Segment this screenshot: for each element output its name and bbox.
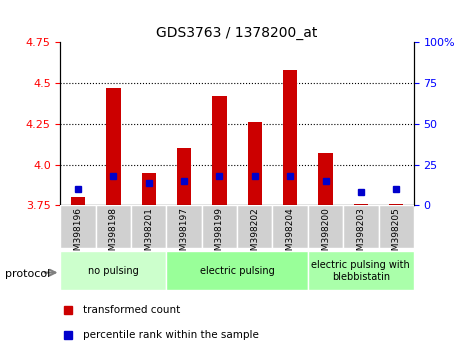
Bar (106, 88, 120, 205)
Text: percentile rank within the sample: percentile rank within the sample (83, 330, 259, 339)
FancyBboxPatch shape (202, 205, 237, 248)
Text: GSM398202: GSM398202 (250, 207, 259, 262)
Bar (319, 153, 332, 205)
Text: GSM398201: GSM398201 (144, 207, 153, 262)
FancyBboxPatch shape (272, 205, 308, 248)
Text: GSM398205: GSM398205 (392, 207, 401, 262)
Bar (389, 204, 403, 205)
FancyBboxPatch shape (131, 205, 166, 248)
Text: GSM398199: GSM398199 (215, 207, 224, 262)
FancyBboxPatch shape (96, 205, 131, 248)
Text: GSM398196: GSM398196 (73, 207, 83, 262)
Text: GSM398203: GSM398203 (356, 207, 365, 262)
FancyBboxPatch shape (60, 251, 166, 290)
Text: electric pulsing with
blebbistatin: electric pulsing with blebbistatin (312, 260, 410, 282)
Title: GDS3763 / 1378200_at: GDS3763 / 1378200_at (156, 26, 318, 40)
Text: transformed count: transformed count (83, 305, 180, 315)
Bar (354, 204, 368, 205)
FancyBboxPatch shape (237, 205, 272, 248)
Text: GSM398200: GSM398200 (321, 207, 330, 262)
Bar (71, 197, 85, 205)
Text: electric pulsing: electric pulsing (200, 266, 274, 276)
FancyBboxPatch shape (60, 205, 96, 248)
FancyBboxPatch shape (379, 205, 414, 248)
FancyBboxPatch shape (166, 205, 202, 248)
Bar (177, 148, 191, 205)
Bar (248, 122, 262, 205)
FancyBboxPatch shape (343, 205, 379, 248)
Bar (283, 70, 297, 205)
Text: GSM398204: GSM398204 (286, 207, 295, 262)
Text: GSM398197: GSM398197 (179, 207, 189, 262)
Bar (213, 96, 226, 205)
FancyBboxPatch shape (166, 251, 308, 290)
Bar (142, 173, 156, 205)
FancyBboxPatch shape (308, 251, 414, 290)
Text: GSM398198: GSM398198 (109, 207, 118, 262)
Text: no pulsing: no pulsing (88, 266, 139, 276)
Text: protocol: protocol (5, 269, 50, 279)
FancyBboxPatch shape (308, 205, 343, 248)
